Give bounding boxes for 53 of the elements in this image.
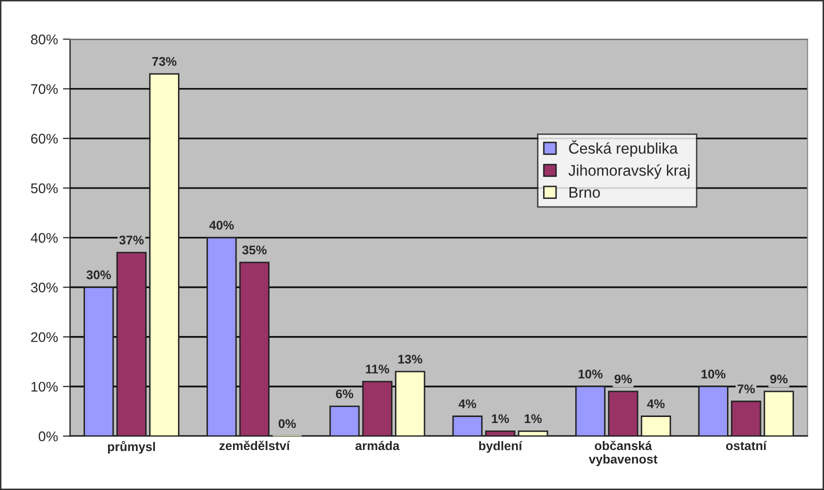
bar — [485, 430, 516, 436]
x-tick-label: bydlení — [479, 440, 522, 453]
bar — [730, 400, 762, 436]
y-tick-label: 60% — [31, 134, 58, 144]
bar — [84, 286, 114, 436]
data-label: 30% — [86, 270, 111, 280]
legend-label: Česká republika — [569, 140, 678, 157]
bar — [239, 262, 270, 436]
y-tick-label: 30% — [30, 282, 58, 292]
bar — [698, 386, 728, 436]
bar — [149, 73, 180, 436]
y-tick-label: 0% — [38, 431, 58, 442]
legend-label: Brno — [570, 187, 600, 198]
y-tick-label: 80% — [31, 34, 58, 44]
data-label: 6% — [336, 389, 354, 398]
x-tick-label: ostatní — [726, 440, 767, 450]
data-label: 13% — [398, 354, 422, 364]
data-label: 10% — [702, 370, 726, 378]
data-label: 35% — [242, 246, 267, 254]
bar — [640, 416, 672, 436]
x-tick-label: průmysl — [108, 440, 155, 454]
data-label: 9% — [770, 374, 788, 384]
x-tick-label: občanská vybavenost — [588, 440, 658, 466]
data-label: 11% — [366, 364, 390, 374]
bar — [362, 380, 392, 436]
bar — [518, 430, 548, 436]
y-tick-label: 70% — [31, 84, 58, 94]
data-label: 10% — [578, 370, 603, 378]
x-tick-label: zemědělství — [219, 440, 290, 450]
data-label: 0% — [278, 419, 296, 428]
data-label: 4% — [458, 399, 476, 408]
y-tick-label: 40% — [30, 232, 58, 243]
data-label: 4% — [647, 399, 665, 408]
bar — [206, 236, 237, 436]
bar — [329, 406, 360, 436]
data-label: 1% — [524, 414, 542, 424]
data-label: 37% — [119, 236, 144, 245]
data-label: 73% — [152, 57, 176, 66]
bar — [764, 390, 794, 436]
x-tick-label: armáda — [355, 440, 400, 450]
data-label: 9% — [614, 374, 632, 384]
bar — [116, 252, 147, 436]
data-label: 40% — [209, 220, 234, 230]
y-tick-label: 20% — [31, 332, 58, 342]
y-tick-label: 50% — [30, 183, 58, 194]
bar — [575, 386, 606, 436]
bar — [608, 390, 638, 436]
y-tick-label: 10% — [31, 382, 58, 392]
legend-label: Jihomoravský kraj — [568, 164, 690, 179]
bar — [452, 416, 483, 436]
bar — [394, 370, 426, 436]
data-label: 7% — [738, 384, 755, 394]
data-label: 1% — [492, 414, 509, 424]
